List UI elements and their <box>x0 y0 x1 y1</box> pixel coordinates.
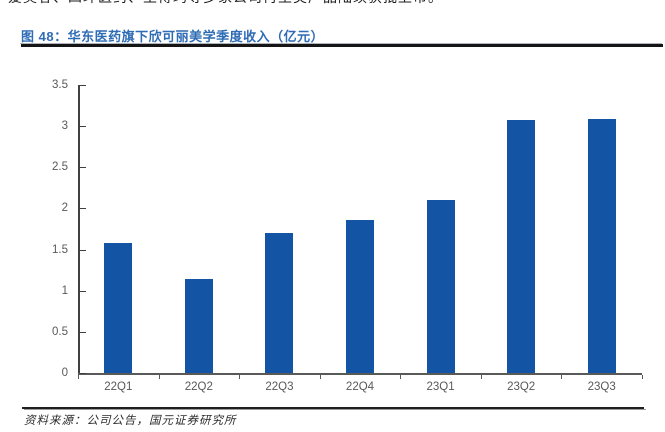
bar <box>507 120 536 373</box>
bar <box>426 200 455 373</box>
bar <box>184 279 213 373</box>
x-tick-mark <box>78 374 79 379</box>
bar <box>346 219 374 373</box>
x-tick-mark <box>158 374 160 379</box>
x-tick-mark <box>642 374 643 379</box>
title-rule <box>21 44 663 47</box>
y-tick-label: 2.5 <box>52 161 68 174</box>
x-tick-mark <box>480 374 482 379</box>
x-axis-label: 23Q3 <box>587 381 616 393</box>
title-rule-shadow <box>20 43 662 44</box>
cropped-paragraph: 爱美客、四环医药、圣博玛等多家公司再生类产品陆续获批上市。 <box>8 0 658 8</box>
x-axis <box>78 373 642 375</box>
source-note: 资料来源：公司公告，国元证券研究所 <box>24 415 237 427</box>
y-tick-mark <box>79 126 86 128</box>
y-tick-label: 0 <box>61 367 68 379</box>
y-tick-mark <box>79 85 86 86</box>
y-axis <box>78 85 80 375</box>
x-axis-label: 23Q2 <box>507 381 536 393</box>
cropped-paragraph-text: 爱美客、四环医药、圣博玛等多家公司再生类产品陆续获批上市。 <box>8 0 658 7</box>
figure-title: 图 48：华东医药旗下欣可丽美学季度收入（亿元） <box>21 29 325 44</box>
y-tick-label: 1.5 <box>52 243 68 256</box>
x-tick-mark <box>319 374 321 379</box>
y-tick-label: 3.5 <box>52 79 68 91</box>
y-tick-label: 1 <box>61 284 68 297</box>
x-axis-label: 23Q1 <box>426 381 455 393</box>
y-tick-label: 0.5 <box>52 325 68 338</box>
x-tick-mark <box>561 374 563 379</box>
bar <box>265 233 294 373</box>
y-tick-mark <box>79 167 86 169</box>
x-axis-label: 22Q4 <box>345 381 375 393</box>
x-tick-mark <box>400 374 402 379</box>
x-tick-mark <box>239 374 241 379</box>
y-tick-mark <box>79 249 86 251</box>
y-tick-label: 2 <box>61 202 68 215</box>
y-tick-mark <box>79 290 86 292</box>
y-tick-label: 3 <box>61 120 68 133</box>
y-tick-mark <box>79 331 86 333</box>
x-axis-label: 22Q1 <box>104 381 133 393</box>
y-tick-mark <box>79 373 86 374</box>
bar <box>104 242 133 373</box>
x-axis-label: 22Q2 <box>184 381 213 393</box>
bar <box>587 118 616 373</box>
source-divider <box>22 407 644 409</box>
source-divider-shadow <box>24 409 646 410</box>
x-axis-label: 22Q3 <box>265 381 294 393</box>
y-tick-mark <box>79 208 86 210</box>
